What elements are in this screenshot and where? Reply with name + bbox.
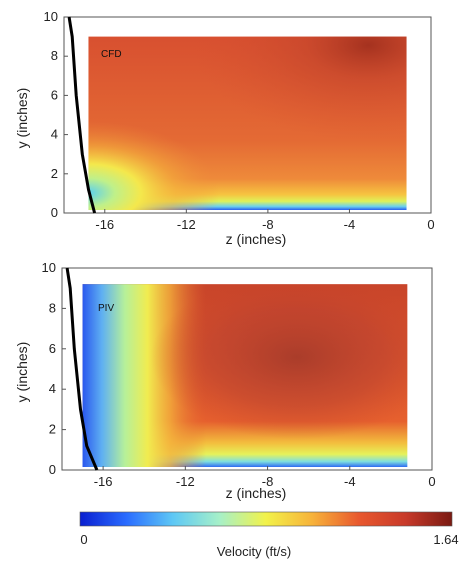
cfd-y-tick-label: 10 <box>44 9 58 24</box>
piv-x-tick-label: -4 <box>344 474 356 489</box>
piv-x-tick-label: -16 <box>94 474 113 489</box>
piv-panel-label: PIV <box>98 303 114 314</box>
piv-y-tick-label: 6 <box>49 341 56 356</box>
piv-x-tick-label: 0 <box>428 474 435 489</box>
cfd-y-tick-label: 8 <box>51 48 58 63</box>
cfd-boundary-curve <box>67 16 97 214</box>
cfd-panel: CFD -16 -12 -8 -4 0 0 2 4 6 8 10 z (inches) y (in… <box>14 9 435 247</box>
cfd-heatmap-corner <box>88 36 407 210</box>
cfd-y-tick-label: 6 <box>51 87 58 102</box>
cfd-y-tick-label: 4 <box>51 127 58 142</box>
piv-y-tick-label: 10 <box>42 260 56 275</box>
cfd-x-tick-label: 0 <box>427 217 434 232</box>
piv-heatmap-peak <box>82 284 408 467</box>
cfd-y-tick-label: 2 <box>51 166 58 181</box>
piv-y-tick-label: 0 <box>49 462 56 477</box>
piv-y-ticks: 0 2 4 6 8 10 <box>42 260 66 477</box>
piv-boundary-curve <box>65 267 99 471</box>
piv-y-tick-label: 8 <box>49 300 56 315</box>
cfd-x-tick-label: -16 <box>95 217 114 232</box>
colorbar-min-label: 0 <box>80 532 87 547</box>
cfd-x-tick-label: -4 <box>344 217 356 232</box>
cfd-panel-label: CFD <box>101 49 122 60</box>
piv-y-tick-label: 4 <box>49 381 56 396</box>
cfd-x-axis-label: z (inches) <box>226 231 287 247</box>
cfd-x-tick-label: -12 <box>177 217 196 232</box>
colorbar-max-label: 1.64 <box>433 532 458 547</box>
cfd-y-tick-label: 0 <box>51 205 58 220</box>
colorbar: 0 1.64 Velocity (ft/s) <box>79 511 459 559</box>
colorbar-title: Velocity (ft/s) <box>217 544 291 559</box>
cfd-y-axis-label: y (inches) <box>14 88 30 149</box>
piv-x-tick-label: -8 <box>262 474 274 489</box>
cfd-y-ticks: 0 2 4 6 8 10 <box>44 9 68 220</box>
piv-x-ticks: -16 -12 -8 -4 0 <box>94 466 436 489</box>
piv-y-axis-label: y (inches) <box>14 342 30 403</box>
piv-panel: PIV -16 -12 -8 -4 0 0 2 4 6 8 10 z (inches) y (in… <box>14 260 436 501</box>
colorbar-gradient <box>79 511 453 527</box>
cfd-x-ticks: -16 -12 -8 -4 0 <box>95 209 435 232</box>
cfd-x-tick-label: -8 <box>262 217 274 232</box>
piv-x-axis-label: z (inches) <box>226 485 287 501</box>
piv-y-tick-label: 2 <box>49 422 56 437</box>
piv-x-tick-label: -12 <box>176 474 195 489</box>
